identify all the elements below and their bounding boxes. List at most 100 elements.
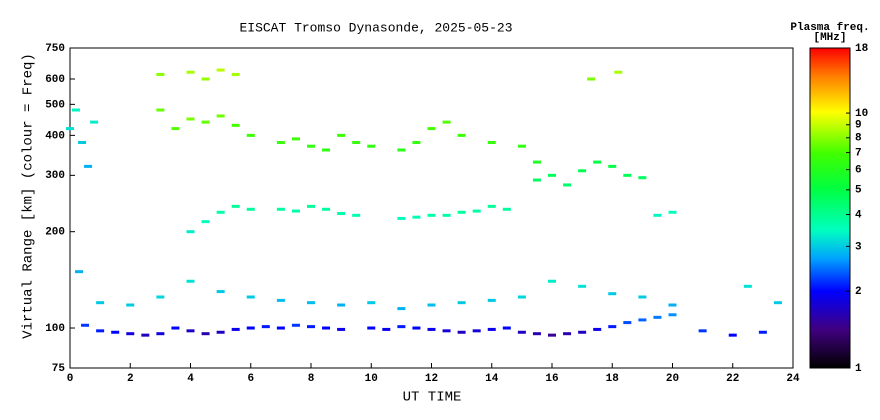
plot-frame [69, 47, 794, 369]
echo [743, 284, 752, 288]
echo [578, 330, 587, 334]
echo [367, 326, 376, 330]
echo [141, 333, 150, 337]
x-tick-label: 0 [67, 373, 74, 385]
echo [126, 332, 135, 336]
echo [517, 295, 526, 299]
echo [186, 279, 195, 283]
echo [728, 333, 737, 337]
echo [307, 144, 315, 148]
echo [276, 140, 285, 144]
echo [593, 160, 602, 164]
echo [457, 301, 466, 305]
echo [412, 140, 421, 144]
x-tick-label: 4 [187, 373, 194, 385]
echo [578, 169, 587, 173]
echo [75, 270, 84, 274]
x-tick-label: 12 [425, 373, 438, 385]
colorbar-tick-label: 7 [855, 147, 862, 159]
echo [608, 292, 617, 296]
echo [773, 301, 782, 305]
colorbar-tick-label: 3 [855, 241, 862, 253]
y-tick-label: 100 [45, 323, 65, 335]
echo [156, 108, 165, 112]
y-tick-label: 500 [45, 99, 65, 111]
echo [653, 315, 662, 319]
echo [397, 148, 406, 152]
x-tick-label: 6 [247, 373, 254, 385]
echo [623, 173, 632, 177]
echo [367, 144, 376, 148]
echo [668, 210, 677, 214]
echo [548, 333, 556, 337]
echo [276, 298, 285, 302]
echo [291, 323, 300, 327]
echo [216, 290, 225, 294]
y-tick-label: 600 [45, 74, 65, 86]
echo [487, 140, 496, 144]
echo [186, 117, 195, 121]
echo [427, 127, 436, 131]
echo [412, 326, 421, 330]
echo [487, 327, 496, 331]
echo [276, 326, 285, 330]
x-tick-label: 2 [127, 373, 134, 385]
echo [111, 330, 120, 334]
y-tick-label: 200 [45, 227, 65, 239]
echo [352, 140, 361, 144]
echo [653, 213, 662, 217]
echo [201, 220, 210, 224]
echo [563, 183, 572, 187]
echo [638, 176, 647, 180]
colorbar-tick-label: 6 [855, 165, 862, 177]
echo [246, 133, 255, 137]
echo [587, 77, 596, 81]
echo [337, 303, 346, 307]
echo [397, 216, 406, 220]
echo [563, 332, 572, 336]
echo [171, 326, 180, 330]
echo [623, 321, 632, 325]
echo [608, 325, 617, 329]
echo [532, 178, 541, 182]
echo [593, 327, 602, 331]
x-axis-label: UT TIME [403, 390, 462, 406]
echo [246, 207, 255, 211]
echo [427, 327, 436, 331]
echo [668, 313, 677, 317]
echo [457, 133, 466, 137]
echo [156, 295, 165, 299]
colorbar-tick-label: 1 [855, 363, 862, 375]
echo [457, 330, 466, 334]
echo [397, 325, 406, 329]
echo [156, 72, 165, 76]
echo [427, 303, 436, 307]
echo [517, 144, 526, 148]
echo [472, 209, 481, 213]
echo [367, 301, 376, 305]
echo [231, 327, 240, 331]
echo [171, 127, 180, 131]
echo [337, 133, 346, 137]
echo [442, 213, 451, 217]
echo [201, 77, 210, 81]
x-tick-label: 20 [666, 373, 679, 385]
echo [78, 140, 87, 144]
echo [638, 318, 647, 322]
echo [96, 301, 105, 305]
echo [442, 329, 451, 333]
echo [201, 332, 210, 336]
echo [246, 295, 255, 299]
echo [307, 204, 315, 208]
colorbar-tick-label: 18 [855, 43, 869, 55]
x-tick-label: 22 [726, 373, 739, 385]
echo [81, 323, 90, 327]
echo [532, 160, 541, 164]
echo [382, 327, 391, 331]
echo [412, 215, 421, 219]
x-tick-label: 8 [308, 373, 315, 385]
echo [276, 207, 285, 211]
echo [201, 120, 210, 124]
echo [186, 329, 195, 333]
